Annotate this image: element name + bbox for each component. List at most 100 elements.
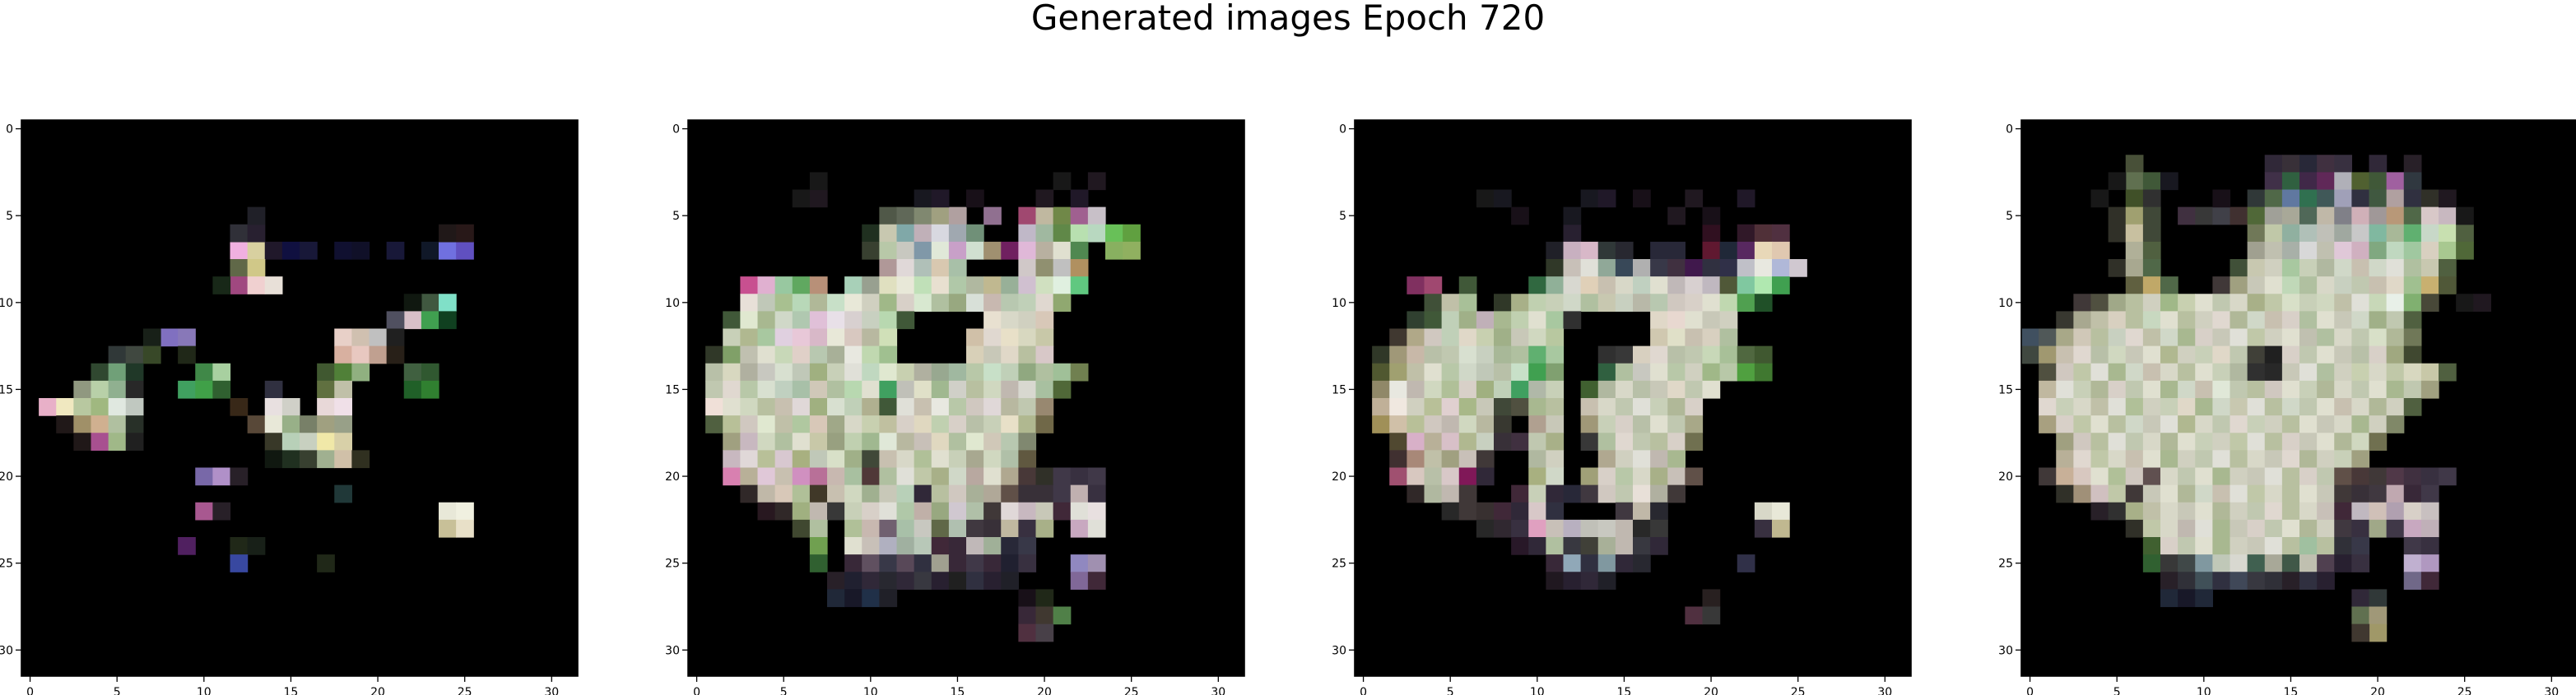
image-pixel [1546, 572, 1565, 590]
image-pixel [439, 502, 457, 521]
image-pixel [73, 380, 92, 399]
image-pixel [2108, 467, 2127, 486]
image-pixel [1546, 433, 1565, 451]
image-pixel [983, 554, 1002, 572]
image-pixel [1702, 606, 1721, 625]
image-pixel [2439, 189, 2457, 208]
image-pixel [2420, 276, 2439, 294]
image-pixel [1035, 294, 1054, 312]
image-pixel [1018, 380, 1037, 399]
image-pixel [2230, 450, 2248, 469]
image-pixel [2212, 311, 2231, 330]
image-pixel [1053, 172, 1072, 191]
image-pixel [1667, 241, 1686, 260]
image-pixel [774, 363, 793, 382]
image-pixel [1597, 276, 1616, 294]
image-pixel [2247, 189, 2266, 208]
image-pixel [879, 363, 898, 382]
image-pixel [1650, 450, 1668, 469]
image-pixel [1494, 415, 1512, 433]
image-pixel [1458, 502, 1477, 521]
x-tick-label: 30 [1877, 686, 1892, 695]
image-pixel [879, 415, 898, 433]
image-pixel [1650, 415, 1668, 433]
image-pixel [1407, 450, 1425, 469]
image-pixel [2195, 554, 2213, 572]
image-pixel [844, 311, 863, 330]
image-pixel [914, 484, 932, 503]
image-pixel [879, 345, 898, 364]
image-pixel [1737, 259, 1755, 277]
image-pixel [1597, 415, 1616, 433]
image-pixel [2351, 554, 2370, 572]
image-pixel [740, 433, 759, 451]
image-pixel [2195, 572, 2213, 590]
image-pixel [212, 467, 231, 486]
image-pixel [1511, 206, 1529, 225]
image-pixel [2142, 189, 2161, 208]
image-pixel [792, 276, 811, 294]
image-pixel [1018, 537, 1037, 555]
image-pixel [403, 363, 422, 382]
image-pixel [827, 502, 845, 521]
image-pixel [914, 241, 932, 260]
image-pixel [1001, 415, 1019, 433]
image-pixel [896, 259, 915, 277]
image-pixel [230, 398, 249, 416]
image-pixel [966, 276, 984, 294]
image-pixel [2334, 172, 2352, 191]
image-pixel [1667, 206, 1686, 225]
image-pixel [2403, 241, 2422, 260]
image-pixel [1407, 328, 1425, 347]
image-pixel [2021, 345, 2039, 364]
image-pixel [2160, 589, 2178, 608]
image-pixel [966, 450, 984, 469]
image-pixel [862, 589, 880, 608]
image-pixel [2142, 241, 2161, 260]
image-pixel [1615, 259, 1634, 277]
image-pixel [1087, 206, 1106, 225]
y-tick-label: 5 [1339, 210, 1346, 223]
image-pixel [2317, 172, 2335, 191]
image-pixel [2369, 623, 2388, 642]
image-pixel [1633, 363, 1651, 382]
image-pixel [2351, 519, 2370, 538]
image-pixel [1389, 363, 1407, 382]
image-pixel [2178, 450, 2196, 469]
image-pixel [896, 276, 915, 294]
image-pixel [1001, 345, 1019, 364]
image-pixel [1719, 345, 1738, 364]
image-pixel [1702, 363, 1721, 382]
image-pixel [792, 380, 811, 399]
image-pixel [1528, 294, 1546, 312]
image-pixel [1528, 328, 1546, 347]
image-pixel [1407, 276, 1425, 294]
image-pixel [264, 433, 283, 451]
image-pixel [281, 433, 300, 451]
image-pixel [862, 502, 880, 521]
image-pixel [2317, 345, 2335, 364]
image-pixel [1053, 363, 1072, 382]
image-pixel [879, 294, 898, 312]
image-pixel [1737, 189, 1755, 208]
image-pixel [281, 398, 300, 416]
image-pixel [1018, 363, 1037, 382]
x-tick-label: 20 [1037, 686, 1052, 695]
image-pixel [2160, 467, 2178, 486]
image-pixel [740, 380, 759, 399]
image-pixel [1702, 589, 1721, 608]
image-pixel [2090, 450, 2109, 469]
image-panel-2-plot: 0 5 10 15 20 25 30 0 5 10 15 20 25 30 [665, 119, 1245, 695]
image-pixel [2090, 294, 2109, 312]
image-pixel [1563, 224, 1582, 243]
image-pixel [2090, 502, 2109, 521]
image-pixel [2142, 467, 2161, 486]
image-pixel [1018, 484, 1037, 503]
image-pixel [896, 380, 915, 399]
image-pixel [2369, 294, 2388, 312]
image-pixel [2142, 519, 2161, 538]
image-pixel [2334, 363, 2352, 382]
image-pixel [2160, 537, 2178, 555]
image-pixel [1597, 450, 1616, 469]
image-pixel [2420, 224, 2439, 243]
